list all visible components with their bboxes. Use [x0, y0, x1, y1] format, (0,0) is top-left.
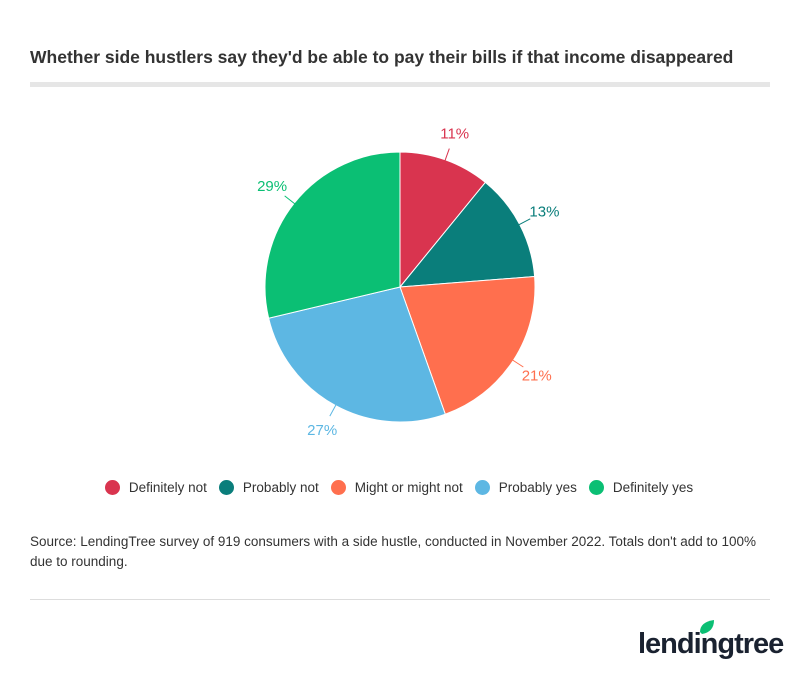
leader-line [517, 218, 531, 226]
leaf-icon [700, 620, 714, 634]
footer-divider [30, 599, 770, 600]
legend-swatch [218, 480, 234, 495]
legend-label: Might or might not [354, 480, 463, 495]
legend-swatch [330, 480, 346, 495]
source-note: Source: LendingTree survey of 919 consum… [30, 534, 757, 569]
legend-item: Might or might not [330, 480, 463, 495]
legend-label: Probably not [242, 480, 319, 495]
legend-item: Probably not [218, 480, 319, 495]
legend-label: Definitely yes [612, 480, 694, 495]
data-label: 21% [522, 368, 552, 385]
title-divider [30, 82, 770, 87]
legend-item: Definitely yes [588, 480, 694, 495]
leader-line [444, 148, 450, 162]
legend-swatch [474, 480, 490, 495]
leader-line [329, 403, 337, 417]
legend-label: Probably yes [498, 480, 577, 495]
legend-label: Definitely not [128, 480, 207, 495]
legend: Definitely not Probably not Might or might… [0, 480, 800, 495]
leader-line [511, 358, 524, 368]
legend-item: Definitely not [104, 480, 207, 495]
leader-line [284, 195, 296, 205]
pie-chart: 11% 13% 21% 27% 29% [257, 125, 559, 439]
data-label: 11% [440, 125, 469, 142]
legend-swatch [104, 480, 120, 495]
data-label: 13% [529, 203, 559, 220]
chart-title: Whether side hustlers say they'd be able… [30, 47, 734, 67]
legend-swatch [588, 480, 604, 495]
legend-item: Probably yes [474, 480, 577, 495]
data-label: 29% [257, 178, 287, 195]
data-label: 27% [307, 422, 337, 439]
